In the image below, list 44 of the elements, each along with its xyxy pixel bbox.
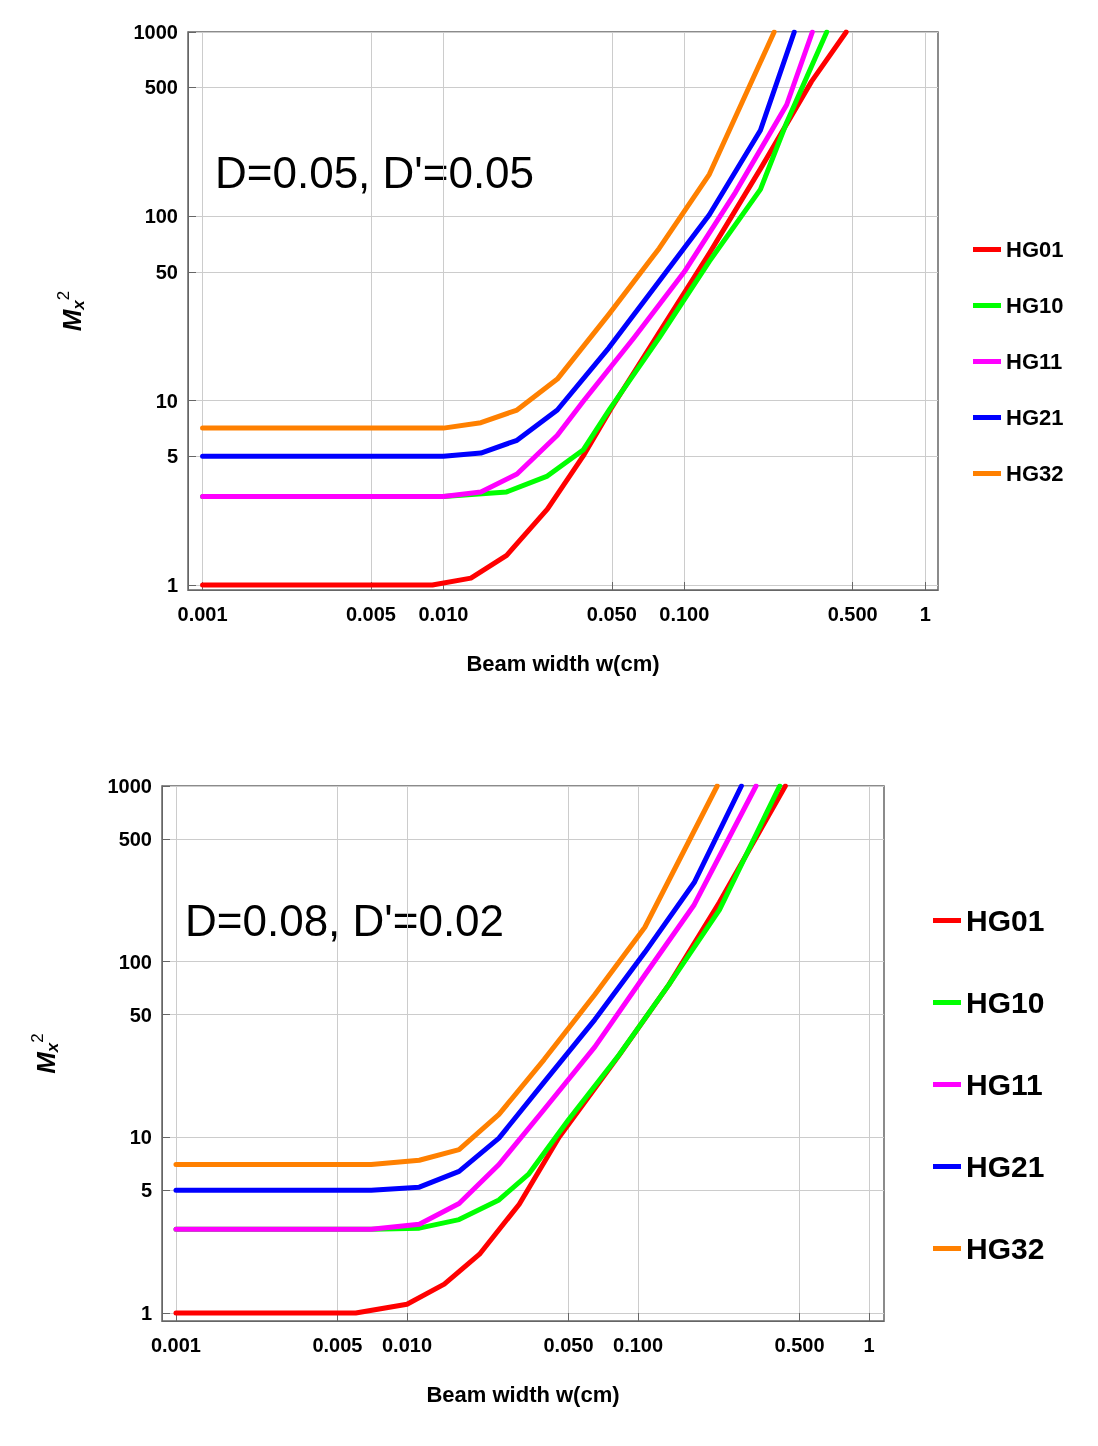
x-tick-label: 0.100	[659, 603, 710, 625]
y-tick-label: 100	[144, 205, 178, 228]
x-tick-label: 0.010	[418, 603, 469, 625]
legend-label: HG10	[966, 986, 1045, 1019]
x-tick-label: 0.100	[613, 1334, 664, 1356]
y-tick-label: 5	[166, 445, 178, 468]
y-tick-label: 1000	[107, 775, 152, 797]
y-tick-label: 5	[140, 1179, 152, 1202]
y-tick-label: 1000	[133, 21, 178, 43]
x-tick-label: 0.005	[345, 603, 396, 625]
legend-label: HG11	[1006, 349, 1063, 374]
x-axis-title: Beam width w(cm)	[466, 650, 660, 676]
x-tick-label: 1	[863, 1334, 875, 1356]
x-tick-label: 0.500	[774, 1334, 825, 1356]
annotation: D=0.05, D'=0.05	[215, 147, 535, 197]
annotation: D=0.08, D'=0.02	[185, 895, 505, 945]
x-tick-label: 0.050	[586, 603, 637, 625]
y-tick-label: 500	[144, 76, 178, 99]
y-tick-label: 100	[118, 950, 152, 973]
y-tick-label: 500	[118, 827, 152, 850]
x-tick-label: 0.005	[312, 1334, 363, 1356]
legend-label: HG21	[1006, 405, 1064, 430]
legend-label: HG11	[966, 1068, 1043, 1101]
y-tick-label: 50	[129, 1003, 152, 1026]
x-tick-label: 0.050	[543, 1334, 594, 1356]
legend-label: HG10	[1006, 293, 1064, 318]
legend-label: HG21	[966, 1150, 1045, 1183]
legend-label: HG32	[966, 1232, 1045, 1265]
x-tick-label: 0.001	[177, 603, 228, 625]
x-tick-label: 0.010	[381, 1334, 433, 1356]
y-tick-label: 10	[155, 389, 178, 412]
y-tick-label: 1	[140, 1301, 152, 1324]
x-axis-title: Beam width w(cm)	[426, 1381, 620, 1407]
legend-label: HG01	[1006, 237, 1064, 262]
x-tick-label: 0.001	[150, 1334, 201, 1356]
y-tick-label: 1	[166, 574, 178, 597]
x-tick-label: 1	[919, 603, 931, 625]
y-tick-label: 10	[129, 1126, 152, 1149]
legend-label: HG32	[1006, 461, 1064, 486]
legend-label: HG01	[966, 904, 1045, 937]
y-axis-title: Mx2	[28, 1033, 62, 1074]
y-axis-title: Mx2	[54, 290, 88, 332]
x-tick-label: 0.500	[827, 603, 878, 625]
y-tick-label: 50	[155, 260, 178, 283]
